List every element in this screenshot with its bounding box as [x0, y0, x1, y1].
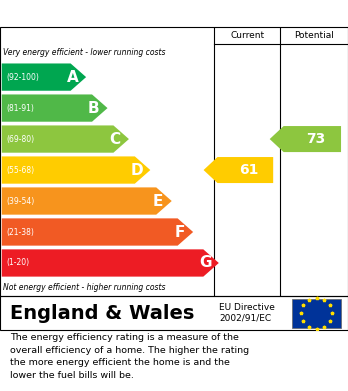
Text: F: F	[174, 224, 184, 240]
Text: 73: 73	[306, 132, 325, 146]
Text: Energy Efficiency Rating: Energy Efficiency Rating	[10, 6, 220, 21]
Text: England & Wales: England & Wales	[10, 304, 195, 323]
Text: (81-91): (81-91)	[6, 104, 34, 113]
Text: 61: 61	[239, 163, 259, 177]
Text: Very energy efficient - lower running costs: Very energy efficient - lower running co…	[3, 48, 166, 57]
Polygon shape	[2, 156, 150, 184]
Text: Not energy efficient - higher running costs: Not energy efficient - higher running co…	[3, 283, 166, 292]
Text: The energy efficiency rating is a measure of the
overall efficiency of a home. T: The energy efficiency rating is a measur…	[10, 334, 250, 380]
Text: (1-20): (1-20)	[6, 258, 29, 267]
Text: (21-38): (21-38)	[6, 228, 34, 237]
Text: EU Directive
2002/91/EC: EU Directive 2002/91/EC	[219, 303, 275, 323]
Text: E: E	[153, 194, 163, 208]
Bar	[292, 299, 341, 328]
Text: Current: Current	[230, 31, 264, 40]
Text: D: D	[130, 163, 143, 178]
Text: B: B	[88, 100, 100, 116]
Text: G: G	[199, 255, 211, 271]
Text: C: C	[110, 131, 121, 147]
Text: Potential: Potential	[294, 31, 334, 40]
Polygon shape	[2, 187, 172, 215]
Polygon shape	[270, 126, 341, 152]
Polygon shape	[2, 218, 193, 246]
Text: (39-54): (39-54)	[6, 197, 34, 206]
Polygon shape	[2, 249, 219, 276]
Text: (92-100): (92-100)	[6, 73, 39, 82]
Polygon shape	[204, 157, 273, 183]
Text: (69-80): (69-80)	[6, 135, 34, 143]
Polygon shape	[2, 95, 108, 122]
Polygon shape	[2, 126, 129, 153]
Text: (55-68): (55-68)	[6, 165, 34, 174]
Text: A: A	[66, 70, 78, 84]
Polygon shape	[2, 63, 86, 91]
